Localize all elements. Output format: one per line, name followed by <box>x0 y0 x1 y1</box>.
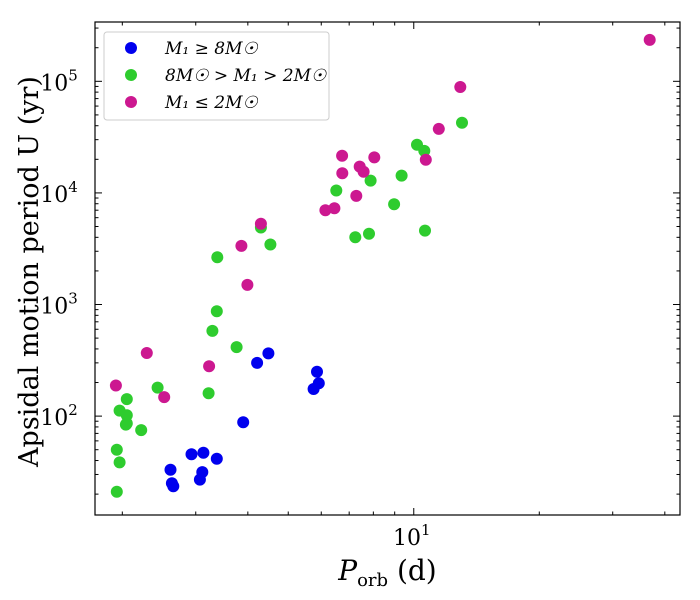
data-point <box>206 324 219 337</box>
plot-frame <box>94 21 681 516</box>
data-point <box>196 466 209 479</box>
data-point <box>151 381 164 394</box>
data-point <box>210 305 223 318</box>
data-point <box>388 198 401 211</box>
data-point <box>456 116 468 129</box>
data-point <box>419 153 432 166</box>
legend-label: M₁ ≥ 8M☉ <box>164 39 258 59</box>
data-point <box>113 456 126 469</box>
data-point <box>119 418 132 431</box>
legend-marker <box>125 42 137 54</box>
data-point <box>185 448 198 461</box>
data-point <box>158 391 171 404</box>
legend-box <box>103 31 330 121</box>
x-tick-label: 101 <box>393 521 431 551</box>
data-point <box>319 204 332 217</box>
data-point <box>364 174 377 187</box>
data-point <box>262 347 275 360</box>
data-point <box>203 360 216 373</box>
data-point <box>328 202 341 215</box>
data-point <box>140 347 153 359</box>
data-point <box>235 239 248 252</box>
y-tick-label: 104 <box>40 178 78 208</box>
series-1 <box>110 116 468 498</box>
data-point <box>230 341 243 354</box>
data-point <box>110 443 123 456</box>
data-point <box>237 416 250 429</box>
data-point <box>135 424 148 437</box>
data-point <box>251 356 264 369</box>
data-point <box>368 151 381 164</box>
series-2 <box>109 33 656 404</box>
data-point <box>210 452 223 465</box>
data-point <box>454 81 467 93</box>
x-axis-label: Porb (d) <box>337 554 436 591</box>
data-point <box>202 387 215 400</box>
data-point <box>312 377 325 390</box>
data-point <box>418 144 431 157</box>
data-point <box>363 227 375 240</box>
data-point <box>336 149 349 162</box>
data-point <box>109 379 122 392</box>
data-point <box>419 224 431 237</box>
data-point <box>395 169 408 182</box>
legend-marker <box>125 96 137 108</box>
data-point <box>241 278 254 291</box>
data-point <box>120 409 133 422</box>
data-point <box>643 33 656 46</box>
legend-label: M₁ ≤ 2M☉ <box>164 93 258 113</box>
y-tick-label: 103 <box>40 290 78 320</box>
y-axis-label: Apsidal motion period U (yr) <box>14 76 45 468</box>
data-point <box>254 217 267 230</box>
data-point <box>432 122 445 135</box>
legend-label: 8M☉ > M₁ > 2M☉ <box>165 66 327 86</box>
data-point <box>110 485 123 498</box>
data-point <box>164 463 177 476</box>
data-point <box>197 446 210 459</box>
data-point <box>120 393 133 406</box>
data-point <box>264 238 277 251</box>
data-point <box>349 231 362 244</box>
y-tick-label: 105 <box>40 66 78 96</box>
data-point <box>167 480 180 493</box>
series-0 <box>164 347 325 493</box>
data-point <box>350 189 363 202</box>
data-point <box>357 165 370 178</box>
data-point <box>311 365 323 378</box>
data-point <box>330 184 343 197</box>
y-tick-label: 102 <box>40 401 78 431</box>
legend-marker <box>125 69 137 81</box>
data-point <box>336 167 349 180</box>
data-point <box>211 251 224 264</box>
